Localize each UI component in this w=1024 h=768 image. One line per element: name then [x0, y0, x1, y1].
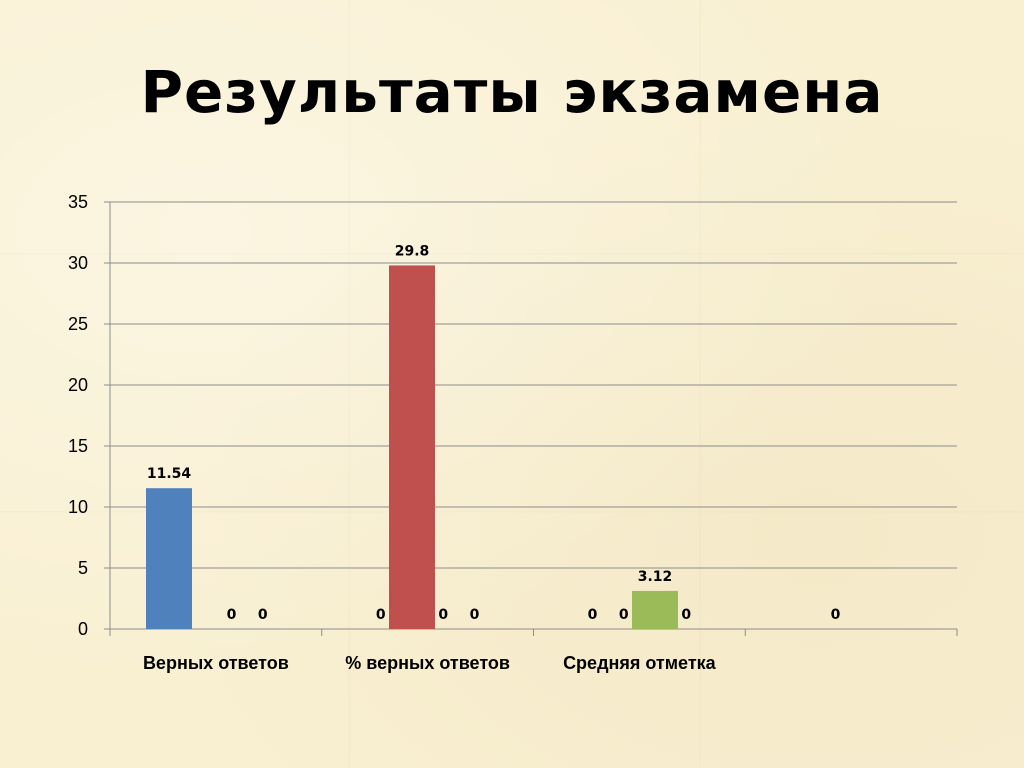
bar: [632, 590, 678, 629]
data-label: 0: [376, 607, 386, 623]
page-title: Результаты экзамена: [140, 58, 884, 126]
bar: [146, 488, 192, 629]
data-label: 3.12: [638, 569, 673, 585]
bars: [146, 265, 678, 629]
data-label: 29.8: [395, 243, 430, 259]
y-tick-label: 5: [78, 558, 88, 578]
y-tick-label: 20: [68, 375, 88, 395]
y-tick-label: 30: [68, 253, 88, 273]
gridlines: [110, 201, 957, 569]
data-label: 0: [470, 607, 480, 623]
axes: [104, 201, 958, 636]
x-category-label: % верных ответов: [345, 653, 510, 673]
y-tick-label: 0: [78, 619, 88, 639]
data-label: 0: [681, 607, 691, 623]
data-label: 11.54: [147, 466, 192, 482]
y-tick-label: 25: [68, 314, 88, 334]
y-tick-label: 10: [68, 497, 88, 517]
data-label: 0: [588, 607, 598, 623]
data-label: 0: [619, 607, 629, 623]
data-label: 0: [438, 607, 448, 623]
bar: [389, 265, 435, 629]
data-label: 0: [258, 607, 268, 623]
labels: 0 5 10 15 20 25 30 35 11.54 0 0 0 29.8 0 0 0 0 3.12 0 0 Верн…: [68, 192, 841, 673]
y-tick-label: 15: [68, 436, 88, 456]
x-category-label: Верных ответов: [143, 653, 289, 673]
y-tick-label: 35: [68, 192, 88, 212]
data-label: 0: [831, 607, 841, 623]
data-label: 0: [227, 607, 237, 623]
x-category-label: Средняя отметка: [563, 653, 717, 673]
